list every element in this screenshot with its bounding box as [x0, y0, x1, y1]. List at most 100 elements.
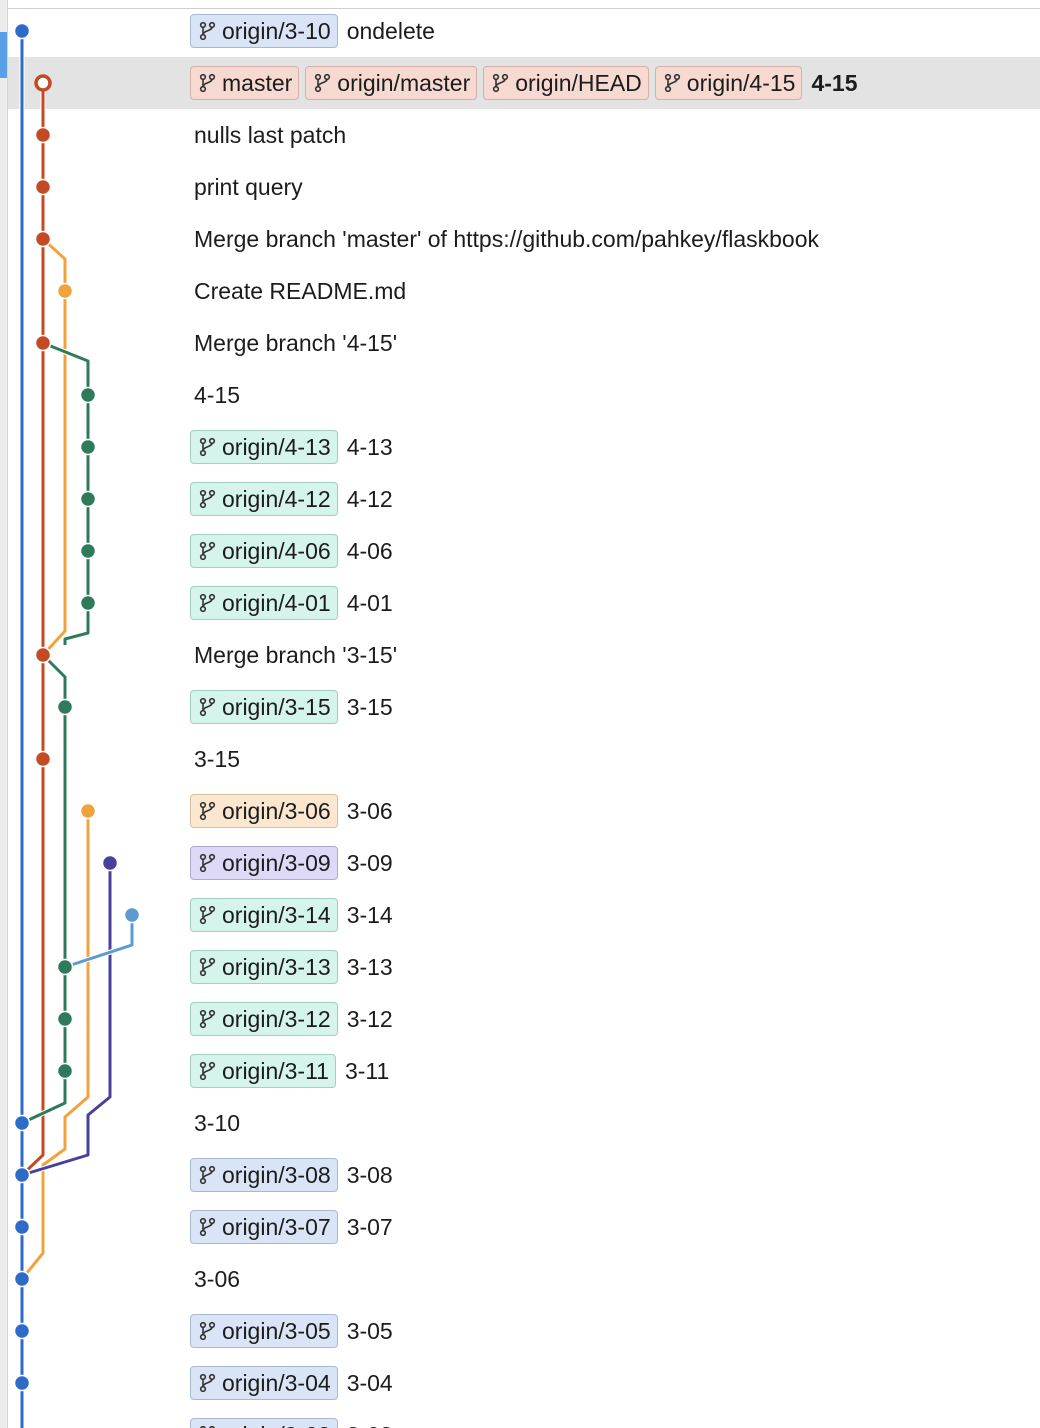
commit-row[interactable]: origin/4-13 4-13	[8, 421, 1040, 473]
commit-node[interactable]	[79, 594, 97, 612]
branch-ref-label: origin/4-15	[686, 69, 796, 96]
branch-ref-tag[interactable]: origin/3-04	[190, 1366, 338, 1400]
branch-ref-tag[interactable]: origin/HEAD	[483, 66, 649, 100]
commit-row[interactable]: Merge branch '3-15'	[8, 629, 1040, 681]
commit-message: 4-15	[194, 381, 241, 408]
commit-row[interactable]: origin/4-06 4-06	[8, 525, 1040, 577]
commit-node[interactable]	[79, 438, 97, 456]
commit-message: Create README.md	[194, 277, 407, 304]
commit-row-content: Merge branch 'master' of https://github.…	[190, 213, 819, 265]
commit-row[interactable]: Merge branch 'master' of https://github.…	[8, 213, 1040, 265]
commit-row[interactable]: origin/3-07 3-07	[8, 1201, 1040, 1253]
commit-node[interactable]	[101, 854, 119, 872]
branch-ref-tag[interactable]: origin/4-06	[190, 534, 338, 568]
commit-node[interactable]	[79, 490, 97, 508]
branch-ref-tag[interactable]: origin/4-13	[190, 430, 338, 464]
head-commit-node[interactable]	[34, 74, 52, 92]
branch-ref-tag[interactable]: origin/master	[305, 66, 478, 100]
branch-ref-label: origin/3-05	[222, 1317, 331, 1344]
commit-row[interactable]: nulls last patch	[8, 109, 1040, 161]
commit-row[interactable]: 3-06	[8, 1253, 1040, 1305]
commit-row-content: 3-15	[190, 733, 240, 785]
commit-node[interactable]	[79, 542, 97, 560]
commit-row[interactable]: origin/3-08 3-08	[8, 1149, 1040, 1201]
commit-row[interactable]: 3-15	[8, 733, 1040, 785]
commit-node[interactable]	[56, 282, 74, 300]
commit-node[interactable]	[13, 1166, 31, 1184]
commit-node[interactable]	[13, 1270, 31, 1288]
commit-row[interactable]: origin/3-11 3-11	[8, 1045, 1040, 1097]
commit-row[interactable]: origin/4-12 4-12	[8, 473, 1040, 525]
commit-row[interactable]: Merge branch '4-15'	[8, 317, 1040, 369]
branch-ref-tag[interactable]: origin/3-05	[190, 1314, 338, 1348]
branch-ref-tag[interactable]: origin/3-15	[190, 690, 338, 724]
branch-ref-tag[interactable]: origin/4-01	[190, 586, 338, 620]
branch-ref-tag[interactable]: origin/3-12	[190, 1002, 338, 1036]
commit-row[interactable]: 4-15	[8, 369, 1040, 421]
commit-message: Merge branch 'master' of https://github.…	[194, 225, 819, 252]
commit-row[interactable]: print query	[8, 161, 1040, 213]
commit-row[interactable]: origin/3-09 3-09	[8, 837, 1040, 889]
branch-ref-tag[interactable]: origin/3-14	[190, 898, 338, 932]
merge-commit-node[interactable]	[34, 646, 52, 664]
commit-graph	[13, 22, 141, 1428]
commit-row[interactable]: origin/3-05 3-05	[8, 1305, 1040, 1357]
commit-row[interactable]: origin/3-13 3-13	[8, 941, 1040, 993]
branch-ref-tag[interactable]: master	[190, 66, 300, 100]
commit-row[interactable]: origin/3-10 ondelete	[8, 5, 1040, 57]
commit-message: ondelete	[346, 17, 435, 44]
branch-line-orange-readme	[41, 237, 67, 657]
branch-ref-label: origin/3-08	[222, 1161, 331, 1188]
commit-row[interactable]: 3-10	[8, 1097, 1040, 1149]
commit-message: 3-12	[346, 1005, 393, 1032]
commit-row[interactable]: origin/3-12 3-12	[8, 993, 1040, 1045]
commit-node[interactable]	[123, 906, 141, 924]
commit-node[interactable]	[56, 1010, 74, 1028]
branch-ref-tag[interactable]: origin/3-06	[190, 794, 338, 828]
commit-node[interactable]	[34, 750, 52, 768]
branch-ref-tag[interactable]: origin/4-12	[190, 482, 338, 516]
commit-node[interactable]	[56, 1062, 74, 1080]
commit-row[interactable]: Create README.md	[8, 265, 1040, 317]
branch-ref-tag[interactable]: origin/3-09	[190, 846, 338, 880]
commit-node[interactable]	[79, 386, 97, 404]
commit-row[interactable]: origin/3-06 3-06	[8, 785, 1040, 837]
branch-ref-label: origin/4-06	[222, 537, 331, 564]
branch-ref-tag[interactable]: origin/3-13	[190, 950, 338, 984]
commit-node[interactable]	[13, 1322, 31, 1340]
branch-icon	[199, 801, 216, 821]
commit-node[interactable]	[13, 1374, 31, 1392]
commit-row[interactable]: origin/3-15 3-15	[8, 681, 1040, 733]
branch-ref-tag[interactable]: origin/3-07	[190, 1210, 338, 1244]
branch-ref-tag[interactable]: origin/3-10	[190, 14, 338, 48]
branch-ref-tag[interactable]: origin/4-15	[654, 66, 803, 100]
commit-node[interactable]	[13, 1218, 31, 1236]
commit-node[interactable]	[56, 698, 74, 716]
commit-message: 3-06	[346, 797, 393, 824]
commit-node[interactable]	[56, 958, 74, 976]
commit-message: 3-15	[346, 693, 393, 720]
merge-commit-node[interactable]	[34, 230, 52, 248]
branch-icon	[199, 593, 216, 613]
commit-row[interactable]: origin/3-03 3-03	[8, 1409, 1040, 1428]
branch-ref-tag[interactable]: origin/3-08	[190, 1158, 338, 1192]
commit-message: 3-04	[346, 1369, 393, 1396]
commit-node[interactable]	[13, 22, 31, 40]
commit-row-content: origin/3-11 3-11	[190, 1045, 389, 1097]
merge-commit-node[interactable]	[34, 334, 52, 352]
branch-ref-tag[interactable]: origin/3-11	[190, 1054, 336, 1088]
branch-icon	[199, 489, 216, 509]
commit-node[interactable]	[34, 178, 52, 196]
commit-node[interactable]	[79, 802, 97, 820]
branch-ref-label: origin/4-13	[222, 433, 331, 460]
commit-node[interactable]	[34, 126, 52, 144]
branch-ref-tag[interactable]: origin/3-03	[190, 1418, 338, 1428]
branch-icon	[199, 853, 216, 873]
commit-row[interactable]: origin/3-14 3-14	[8, 889, 1040, 941]
commit-row[interactable]: master origin/master origin/HEAD origin/4-1…	[8, 57, 1040, 109]
commit-row[interactable]: origin/3-04 3-04	[8, 1357, 1040, 1409]
commit-node[interactable]	[13, 1114, 31, 1132]
commit-row[interactable]: origin/4-01 4-01	[8, 577, 1040, 629]
commit-message: 3-08	[346, 1161, 393, 1188]
